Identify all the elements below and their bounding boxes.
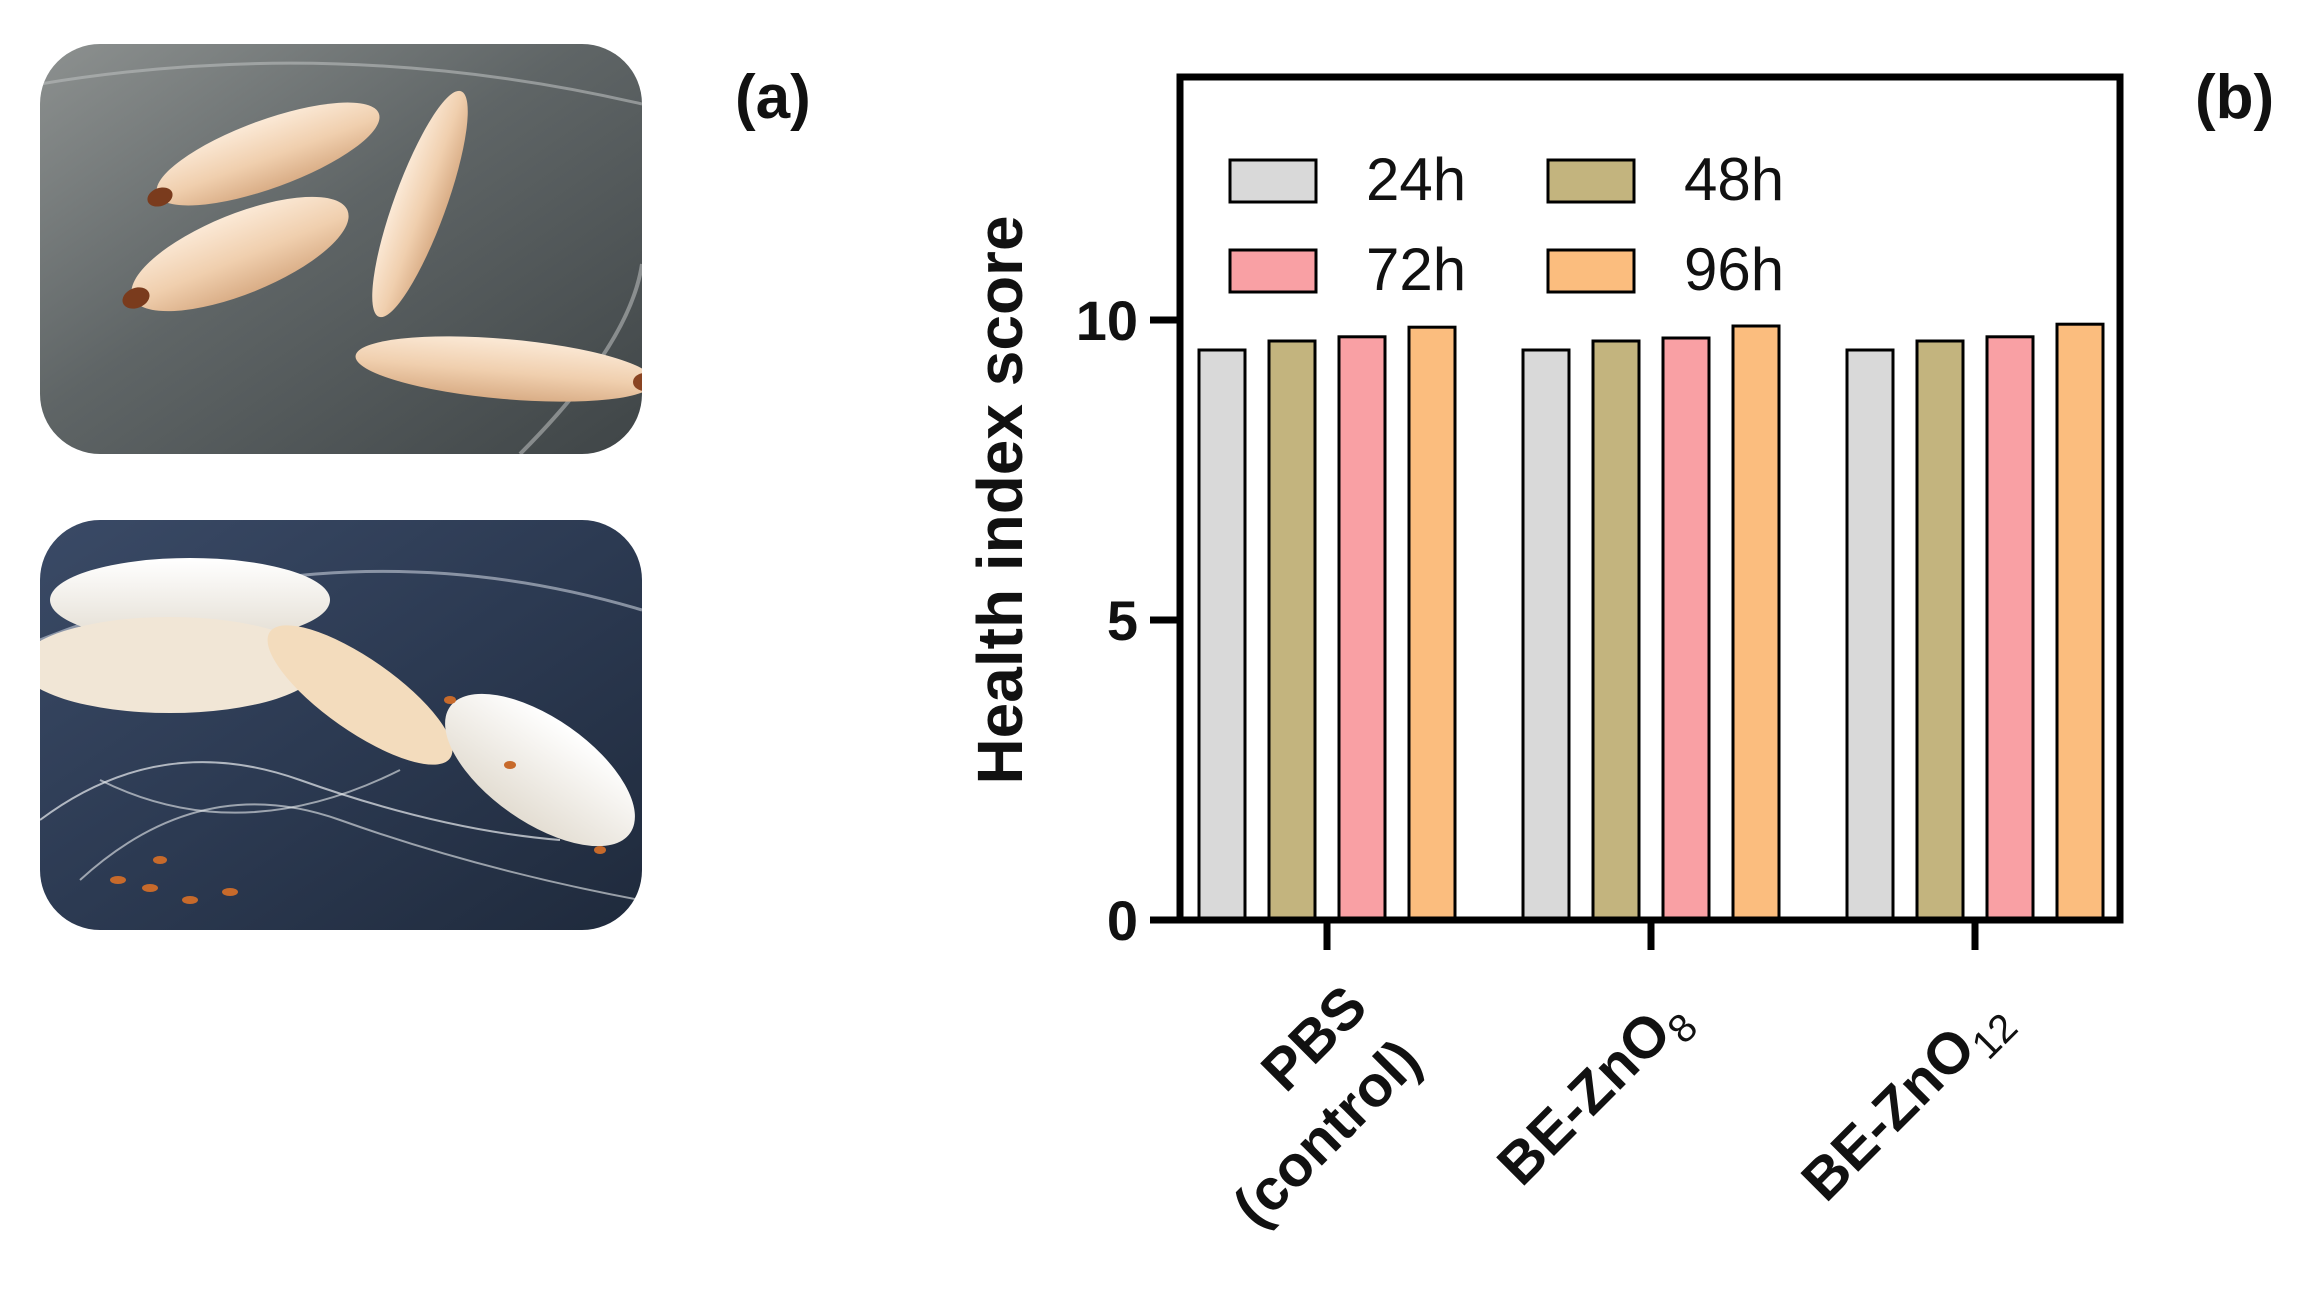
bar-24h-1 [1521, 348, 1571, 922]
bar-24h-0 [1197, 348, 1247, 922]
y-tick-label-10: 10 [1076, 289, 1138, 352]
panel-label-b: (b) [2195, 63, 2275, 132]
legend-swatch-72h [1228, 248, 1318, 294]
panel-label-a: (a) [735, 63, 811, 132]
legend-label-72h: 72h [1366, 236, 1466, 303]
bar-72h-1 [1661, 336, 1711, 922]
x-label-main: BE-ZnO [1789, 1015, 1988, 1214]
y-axis: 0 5 10 [1076, 289, 1180, 952]
x-label-main: BE-ZnO [1485, 999, 1684, 1198]
x-label-pbs-control: PBS(control) [1167, 973, 1433, 1239]
bar-24h-2 [1845, 348, 1895, 922]
bar-48h-2 [1915, 339, 1965, 922]
legend: 24h 48h 72h 96h [1228, 146, 1784, 303]
bar-48h-0 [1267, 339, 1317, 922]
legend-label-24h: 24h [1366, 146, 1466, 213]
x-axis: PBS(control) BE-ZnO8 BE-ZnO12 [1167, 920, 2026, 1239]
x-label-be-zno-12: BE-ZnO12 [1789, 983, 2026, 1220]
legend-label-48h: 48h [1684, 146, 1784, 213]
bar-96h-1 [1731, 324, 1781, 922]
bar-96h-2 [2055, 322, 2105, 922]
plot-frame [1176, 73, 2124, 924]
bar-72h-2 [1985, 335, 2035, 922]
y-tick-label-0: 0 [1107, 889, 1138, 952]
y-axis-label: Health index score [964, 215, 1036, 784]
x-label-be-zno-8: BE-ZnO8 [1485, 983, 1706, 1204]
bar-48h-1 [1591, 339, 1641, 922]
bar-72h-0 [1337, 335, 1387, 922]
legend-swatch-48h [1546, 158, 1636, 204]
bars-layer [1197, 322, 2105, 922]
legend-swatch-96h [1546, 248, 1636, 294]
legend-label-96h: 96h [1684, 236, 1784, 303]
larvae-photo [40, 44, 642, 454]
cocoon-photo [40, 520, 642, 930]
y-tick-label-5: 5 [1107, 589, 1138, 652]
legend-swatch-24h [1228, 158, 1318, 204]
bar-96h-0 [1407, 325, 1457, 922]
